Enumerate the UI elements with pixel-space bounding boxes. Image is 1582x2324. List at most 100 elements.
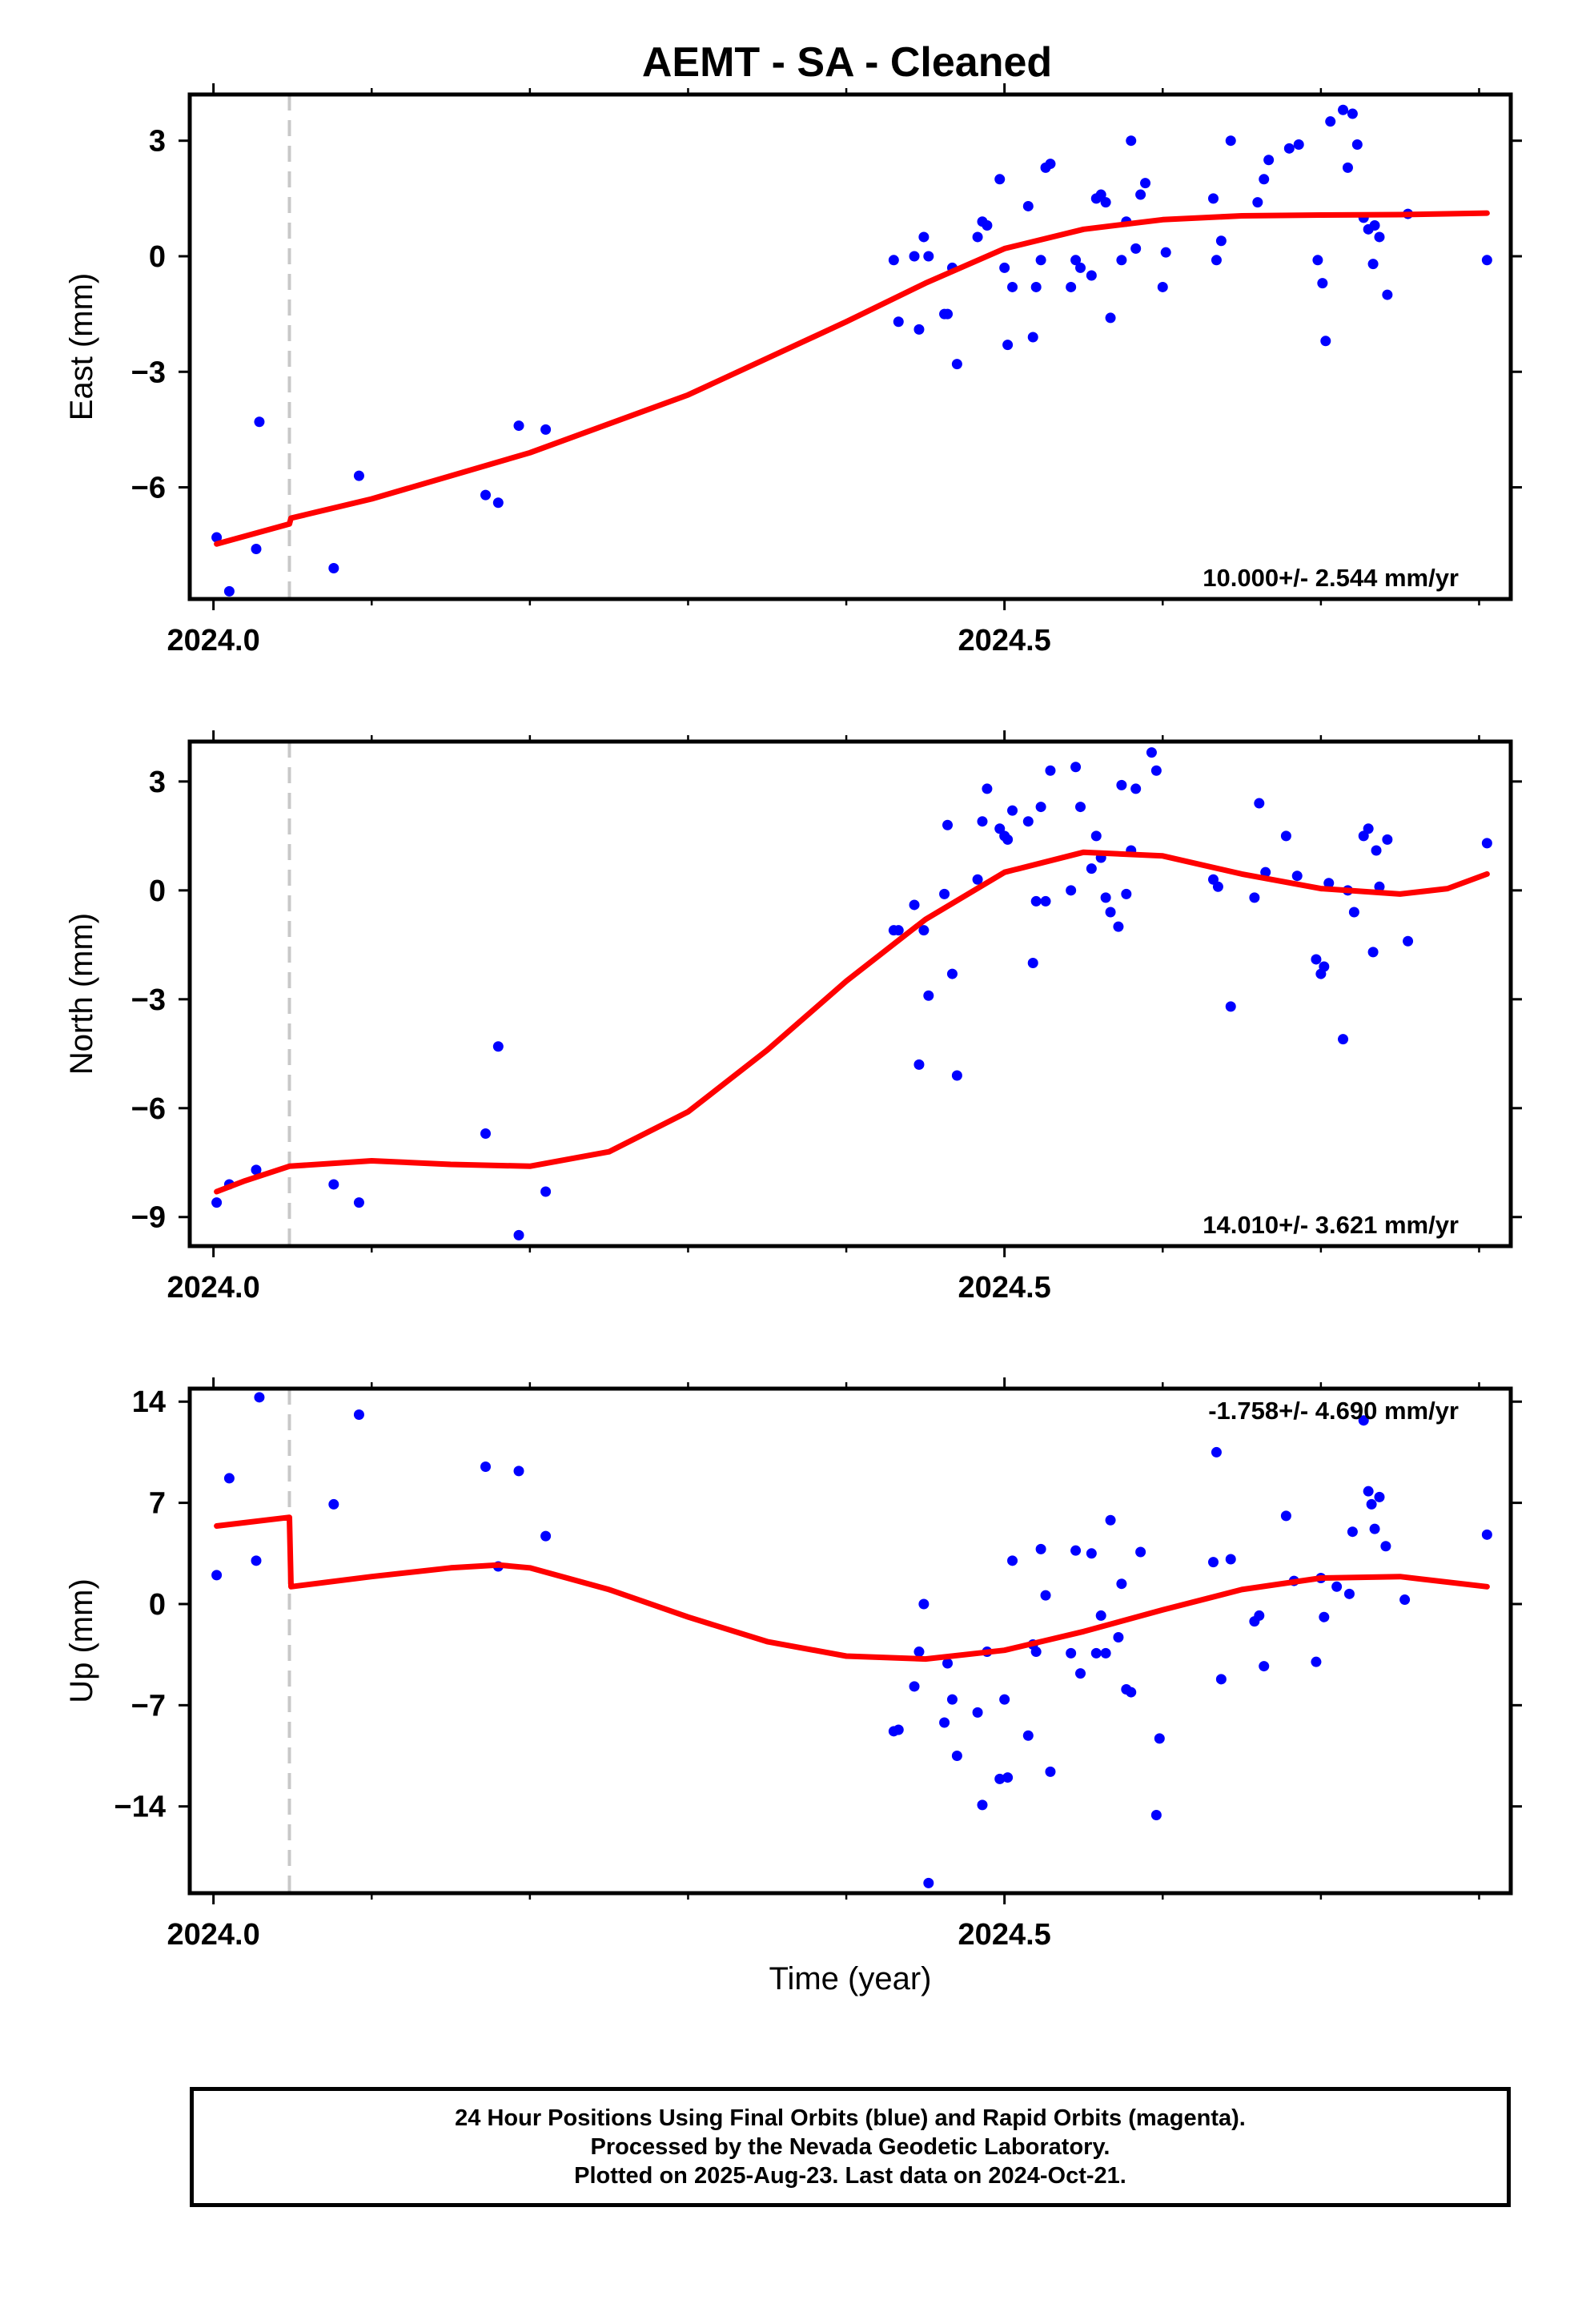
y-axis-label: Up (mm) bbox=[64, 1578, 99, 1703]
data-point bbox=[1363, 1486, 1374, 1497]
data-point bbox=[893, 316, 904, 328]
data-point bbox=[1105, 1514, 1116, 1526]
data-point bbox=[1481, 838, 1492, 849]
data-point bbox=[918, 231, 930, 243]
data-point bbox=[1075, 262, 1086, 273]
data-point bbox=[513, 1229, 524, 1240]
data-point bbox=[951, 359, 962, 370]
data-point bbox=[211, 1570, 223, 1581]
data-point bbox=[1116, 779, 1127, 790]
data-point bbox=[1135, 189, 1146, 200]
data-point bbox=[1157, 281, 1168, 292]
y-tick-label: 14 bbox=[132, 1385, 166, 1419]
data-point bbox=[1150, 1810, 1162, 1821]
data-point bbox=[1225, 1001, 1236, 1012]
data-point bbox=[909, 251, 920, 262]
data-point bbox=[251, 543, 262, 554]
data-point bbox=[893, 925, 904, 936]
data-point bbox=[480, 1461, 492, 1472]
footer-note-box: 24 Hour Positions Using Final Orbits (bl… bbox=[190, 2087, 1511, 2207]
data-point bbox=[1022, 816, 1034, 827]
data-point bbox=[1342, 162, 1353, 173]
data-point bbox=[1311, 1656, 1322, 1667]
data-point bbox=[1382, 834, 1393, 845]
y-tick-label: −3 bbox=[131, 356, 166, 389]
data-point bbox=[1366, 1498, 1377, 1510]
data-point bbox=[1130, 243, 1142, 254]
data-point bbox=[1140, 178, 1151, 189]
data-point bbox=[254, 1392, 265, 1403]
data-point bbox=[540, 1530, 552, 1542]
data-point bbox=[977, 816, 988, 827]
data-point bbox=[1105, 312, 1116, 324]
plot-area-north bbox=[211, 747, 1492, 1240]
data-point bbox=[251, 1164, 262, 1176]
data-point bbox=[1022, 1730, 1034, 1741]
data-point bbox=[946, 968, 958, 979]
data-point bbox=[909, 899, 920, 911]
data-point bbox=[1090, 830, 1102, 842]
data-point bbox=[1211, 1446, 1222, 1458]
data-point bbox=[1027, 332, 1038, 343]
footer-line-2: Processed by the Nevada Geodetic Laborat… bbox=[590, 2134, 1110, 2160]
data-point bbox=[1369, 220, 1380, 231]
data-point bbox=[1007, 805, 1018, 816]
data-point bbox=[1045, 1766, 1056, 1777]
data-point bbox=[1208, 193, 1219, 204]
data-point bbox=[1100, 197, 1111, 208]
data-point bbox=[492, 1041, 504, 1052]
y-tick-label: −6 bbox=[131, 472, 166, 505]
data-point bbox=[942, 819, 954, 830]
data-point bbox=[1347, 108, 1358, 119]
data-point bbox=[1358, 1415, 1369, 1426]
data-point bbox=[913, 324, 925, 335]
rate-annotation: 14.010+/- 3.621 mm/yr bbox=[1203, 1211, 1459, 1239]
data-point bbox=[1367, 259, 1379, 270]
data-point bbox=[1040, 895, 1051, 907]
data-point bbox=[1007, 281, 1018, 292]
data-point bbox=[1002, 834, 1014, 845]
x-tick-label: 2024.0 bbox=[167, 1271, 260, 1305]
plot-area-up bbox=[211, 1392, 1492, 1888]
data-point bbox=[923, 251, 934, 262]
data-point bbox=[1374, 881, 1385, 892]
data-point bbox=[1319, 961, 1330, 972]
data-point bbox=[513, 420, 524, 432]
data-point bbox=[1095, 189, 1106, 200]
data-point bbox=[1254, 798, 1265, 809]
data-point bbox=[1325, 116, 1336, 127]
data-point bbox=[328, 1179, 339, 1190]
x-tick-label: 2024.5 bbox=[958, 624, 1051, 657]
data-point bbox=[1035, 802, 1046, 813]
model-fit-line bbox=[214, 210, 1490, 547]
data-point bbox=[1154, 1733, 1165, 1744]
data-point bbox=[1371, 845, 1382, 856]
y-tick-label: 0 bbox=[149, 875, 166, 908]
data-point bbox=[1075, 802, 1086, 813]
data-point bbox=[254, 416, 265, 428]
data-point bbox=[353, 470, 364, 481]
data-point bbox=[1225, 1554, 1236, 1565]
data-point bbox=[1347, 1526, 1358, 1538]
data-point bbox=[1293, 139, 1304, 151]
data-point bbox=[1086, 1548, 1097, 1559]
data-point bbox=[982, 783, 993, 794]
data-point bbox=[951, 1751, 962, 1762]
data-point bbox=[1380, 1541, 1391, 1552]
data-point bbox=[1280, 830, 1291, 842]
data-point bbox=[982, 220, 993, 231]
data-point bbox=[1374, 231, 1385, 243]
data-point bbox=[1280, 1510, 1291, 1522]
data-point bbox=[1105, 907, 1116, 918]
data-point bbox=[909, 1681, 920, 1692]
data-point bbox=[972, 231, 983, 243]
data-point bbox=[1319, 1611, 1330, 1622]
data-point bbox=[1090, 1647, 1102, 1659]
data-point bbox=[1086, 863, 1097, 875]
data-point bbox=[1338, 1034, 1349, 1045]
data-point bbox=[1369, 1523, 1380, 1534]
data-point bbox=[1070, 255, 1082, 266]
data-point bbox=[1399, 1594, 1411, 1606]
data-point bbox=[1283, 143, 1295, 154]
